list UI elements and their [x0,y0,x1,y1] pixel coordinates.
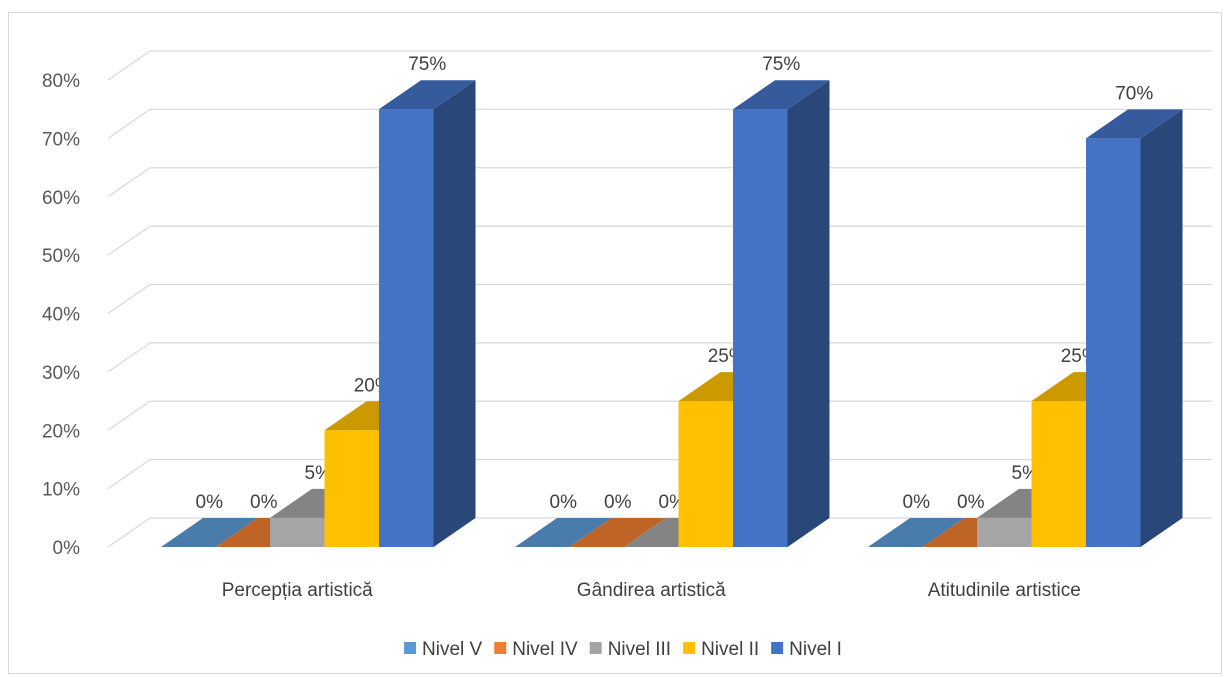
data-label: 0% [550,492,578,513]
gridline-depth [107,459,151,490]
y-tick-label: 40% [42,305,80,326]
bar-top [868,518,965,547]
y-tick-label: 30% [42,363,80,384]
bar-side [787,80,830,547]
y-tick-label: 20% [42,421,80,442]
gridline-depth [107,167,151,198]
bar-top [1086,109,1183,139]
legend-label: Nivel V [422,639,483,660]
bar [1086,138,1141,547]
data-label: 0% [196,492,224,513]
data-label: 75% [408,54,446,75]
gridline-depth [107,517,151,548]
y-tick-label: 0% [53,538,81,559]
legend-label: Nivel II [701,639,759,660]
data-label: 0% [250,492,278,513]
gridline-depth [107,50,151,81]
gridline-depth [107,283,151,315]
data-label: 70% [1115,83,1153,104]
bar [379,109,434,547]
legend-label: Nivel I [789,639,842,660]
bar-top [569,518,666,547]
y-tick-label: 60% [42,188,80,209]
bar-side [433,80,476,547]
bar [1031,401,1086,547]
bar [678,401,733,547]
y-tick-label: 70% [42,129,80,150]
bar-top [161,518,258,547]
gridline-depth [107,225,151,256]
legend-swatch [683,642,696,654]
bar [270,517,325,547]
gridline-depth [107,400,151,431]
data-label: 0% [957,492,985,513]
legend-swatch [494,642,507,654]
data-label: 0% [604,492,632,513]
legend-swatch [404,642,417,654]
data-label: 0% [903,492,931,513]
x-category-label: Gândirea artistică [577,580,726,601]
data-label: 75% [762,54,800,75]
bar-top [733,80,830,110]
legend-label: Nivel IV [512,639,578,660]
gridline-depth [107,342,151,373]
gridline-depth [107,108,151,139]
y-tick-label: 50% [42,246,80,267]
bar-top [515,518,612,547]
legend-label: Nivel III [608,639,671,660]
bar-top [379,80,476,110]
bar [977,517,1032,547]
legend-swatch [589,642,602,654]
bar-side [1140,109,1183,547]
y-tick-label: 10% [42,480,80,501]
x-category-label: Percepția artistică [222,580,373,601]
legend-swatch [771,642,784,654]
y-tick-label: 80% [42,71,80,92]
bar [324,430,379,547]
x-category-label: Atitudinile artistice [928,580,1081,601]
bar [733,109,788,547]
